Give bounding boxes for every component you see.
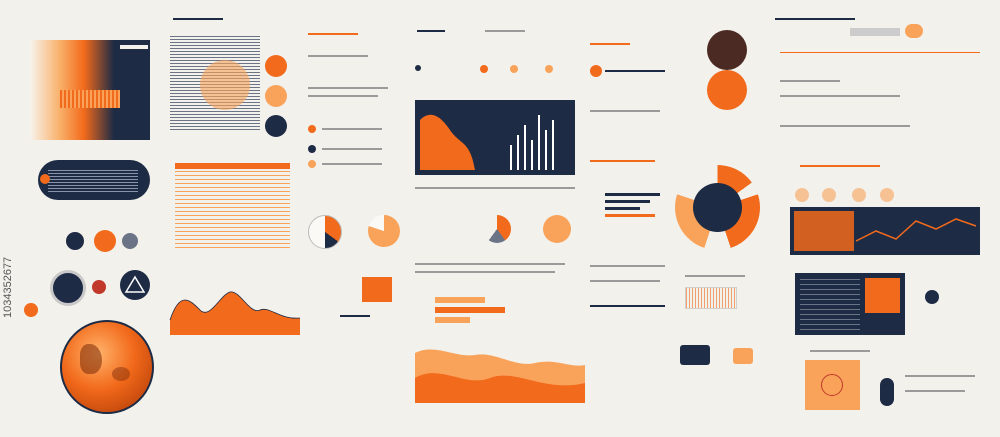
capsule-icon: [880, 378, 894, 406]
seismic-chart: [685, 287, 737, 309]
circle-icon: [265, 55, 287, 77]
stock-id-label: 1034352677: [2, 256, 14, 318]
area-chart: [169, 291, 301, 335]
circle-icon: [122, 233, 138, 249]
globe-icon: [60, 320, 154, 414]
dial-icon: [92, 280, 106, 294]
pie-chart: [308, 215, 342, 249]
dark-dashboard: [795, 273, 905, 335]
bar-chart-marks: [420, 114, 554, 170]
circle-icon: [265, 115, 287, 137]
circle-icon: [925, 290, 939, 304]
column-2: [165, 15, 301, 425]
toggle-pill[interactable]: [905, 24, 923, 38]
circle-icon: [707, 70, 747, 110]
dark-dashboard: [790, 207, 980, 255]
donut-column: [675, 15, 770, 425]
orange-block: [362, 277, 392, 302]
column-5: [585, 15, 675, 425]
column-3: [300, 15, 405, 425]
status-card: [680, 345, 710, 365]
circle-icon: [66, 232, 84, 250]
dot-row: [415, 65, 575, 73]
stripe-panel: [170, 35, 260, 130]
circle-icon: [265, 85, 287, 107]
dark-bar-chart: [415, 100, 575, 175]
target-card: [805, 360, 860, 410]
status-card: [733, 348, 753, 364]
column-1: [20, 25, 160, 425]
pie-chart: [368, 215, 400, 247]
pie-chart: [483, 215, 511, 243]
gradient-heat-panel: [30, 40, 150, 140]
sun-icon: [543, 215, 571, 243]
dot-icon: [24, 303, 38, 317]
triangle-icon: [120, 270, 150, 300]
pill-bar: [38, 160, 150, 200]
right-column: [770, 10, 990, 425]
circle-icon: [707, 30, 747, 70]
dial-icon: [50, 270, 86, 306]
donut-chart: [675, 165, 760, 250]
center-column: [405, 15, 585, 425]
orange-table: [175, 163, 290, 248]
circle-icon: [94, 230, 116, 252]
wave-chart: [415, 349, 585, 403]
